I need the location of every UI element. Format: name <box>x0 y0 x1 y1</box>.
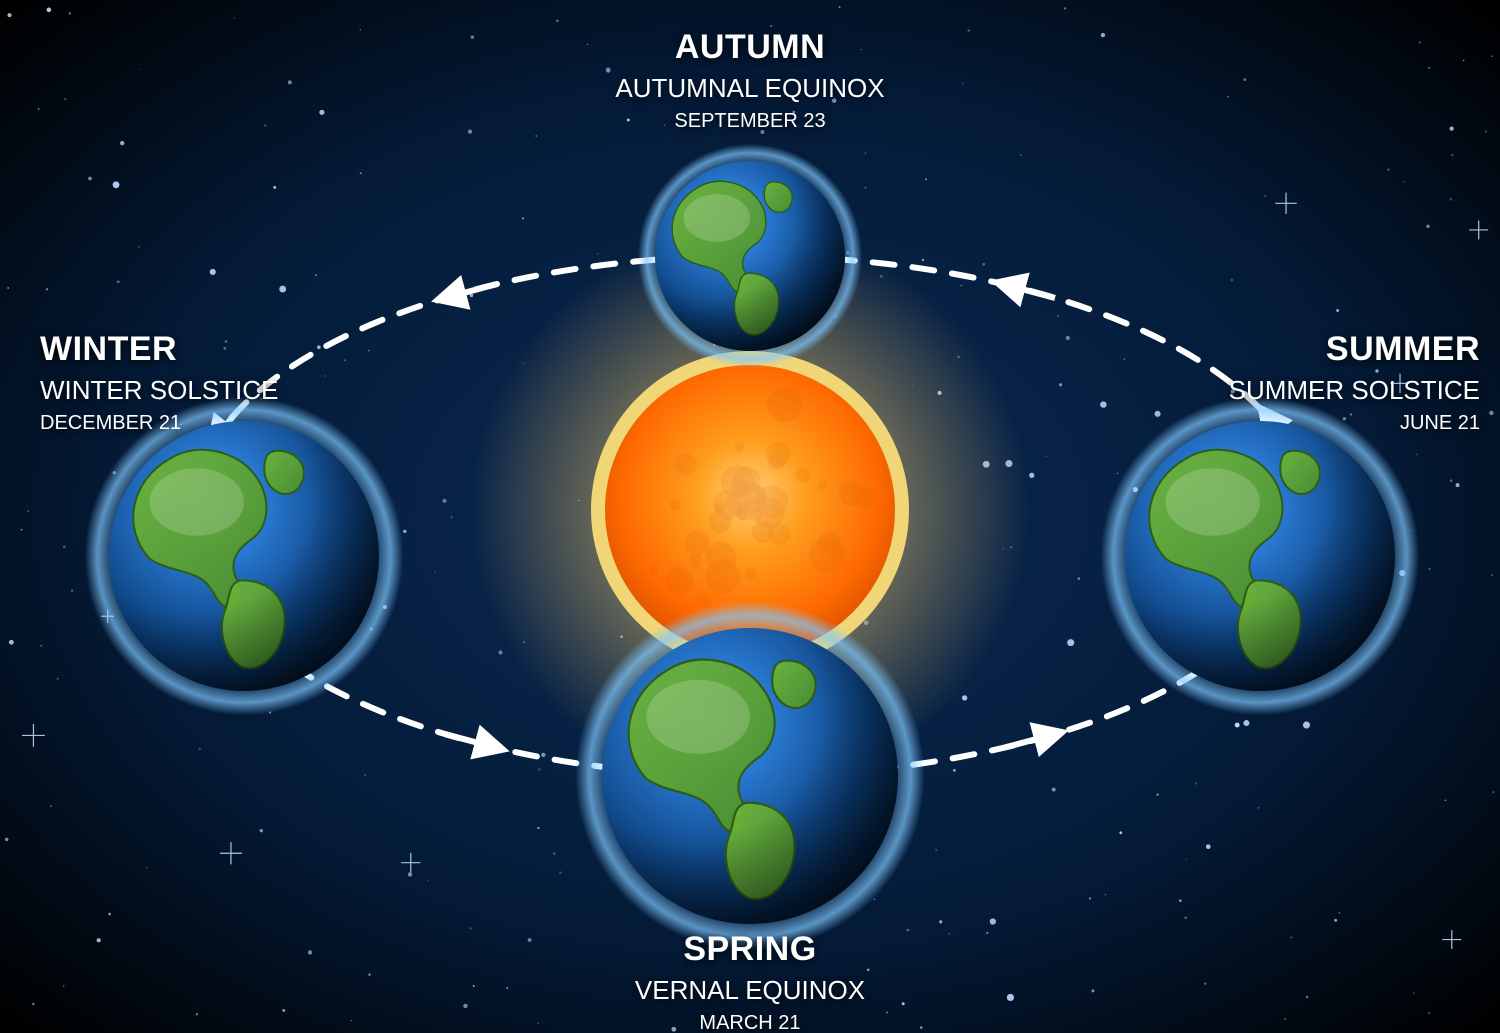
event-name: AUTUMNAL EQUINOX <box>615 73 884 104</box>
event-date: JUNE 21 <box>1229 412 1480 435</box>
event-name: WINTER SOLSTICE <box>40 375 278 406</box>
event-name: SUMMER SOLSTICE <box>1229 375 1480 406</box>
label-summer: SUMMER SUMMER SOLSTICE JUNE 21 <box>1229 330 1480 435</box>
season-name: AUTUMN <box>615 28 884 67</box>
earth-autumn <box>638 144 862 368</box>
label-autumn: AUTUMN AUTUMNAL EQUINOX SEPTEMBER 23 <box>615 28 884 133</box>
seasons-diagram: AUTUMN AUTUMNAL EQUINOX SEPTEMBER 23 SUM… <box>0 0 1500 1033</box>
event-date: DECEMBER 21 <box>40 412 278 435</box>
event-date: SEPTEMBER 23 <box>615 110 884 133</box>
earth-spring <box>575 601 924 950</box>
season-name: SUMMER <box>1229 330 1480 369</box>
event-name: VERNAL EQUINOX <box>635 975 865 1006</box>
season-name: SPRING <box>635 930 865 969</box>
earth-winter <box>85 397 404 716</box>
sky-canvas <box>0 0 1500 1033</box>
earth-summer <box>1101 397 1420 716</box>
label-spring: SPRING VERNAL EQUINOX MARCH 21 <box>635 930 865 1033</box>
season-name: WINTER <box>40 330 278 369</box>
event-date: MARCH 21 <box>635 1012 865 1033</box>
label-winter: WINTER WINTER SOLSTICE DECEMBER 21 <box>40 330 278 435</box>
